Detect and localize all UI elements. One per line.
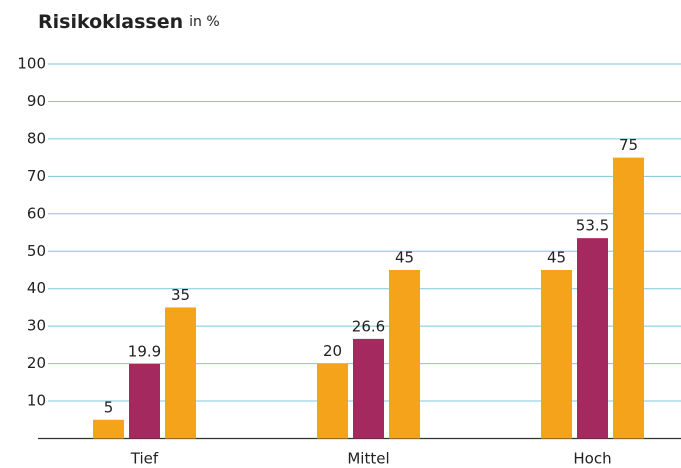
x-tick-label: Tief	[130, 450, 159, 468]
value-label: 35	[171, 286, 190, 304]
y-tick-label: 40	[27, 279, 46, 297]
y-tick-label: 20	[27, 354, 46, 372]
value-label: 75	[619, 136, 638, 154]
bar	[93, 419, 124, 439]
y-tick-label: 80	[27, 129, 46, 147]
value-label: 45	[395, 248, 414, 266]
title: Risikoklassen	[38, 11, 183, 33]
bar	[577, 238, 608, 439]
y-tick-label: 50	[27, 242, 46, 260]
bar	[541, 269, 572, 439]
y-tick-label: 90	[27, 92, 46, 110]
bar	[353, 338, 384, 439]
value-label: 53.5	[576, 217, 609, 235]
y-tick-label: 10	[27, 392, 46, 410]
chart-title: Risikoklassen in %	[38, 11, 220, 33]
y-tick-label: 100	[17, 55, 46, 73]
value-label: 19.9	[128, 342, 161, 360]
bar	[129, 363, 160, 439]
y-tick-label: 70	[27, 167, 46, 185]
subtitle: in %	[189, 14, 220, 30]
value-label: 20	[323, 342, 342, 360]
value-label: 45	[547, 248, 566, 266]
bar	[613, 157, 644, 439]
bar	[389, 269, 420, 439]
x-tick-label: Mittel	[347, 450, 389, 468]
bar	[165, 307, 196, 439]
y-tick-label: 60	[27, 204, 46, 222]
y-tick-label: 30	[27, 317, 46, 335]
value-label: 26.6	[352, 317, 385, 335]
bar	[317, 363, 348, 439]
x-tick-label: Hoch	[573, 450, 611, 468]
value-label: 5	[104, 398, 114, 416]
